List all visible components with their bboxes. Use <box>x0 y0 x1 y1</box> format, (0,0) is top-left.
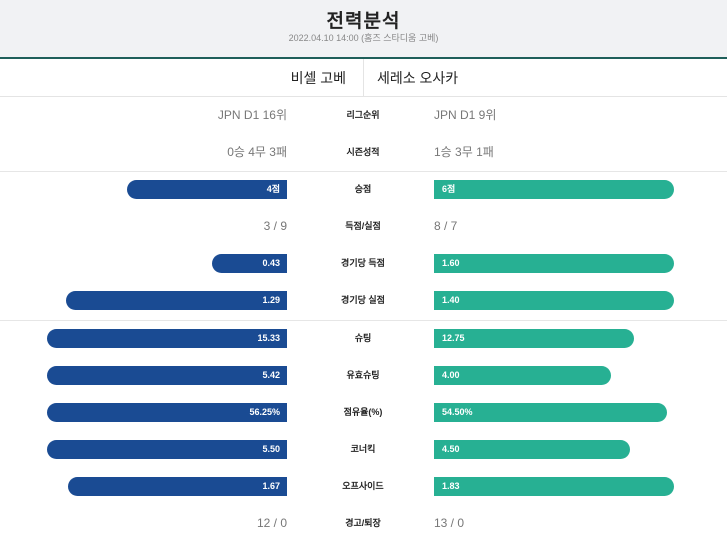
away-corners-bar: 4.50 <box>434 440 630 459</box>
stat-label-possession: 점유율(%) <box>343 407 383 417</box>
stat-row-cards: 12 / 0 경고/퇴장 13 / 0 <box>0 505 727 542</box>
home-goals: 3 / 9 <box>263 219 287 233</box>
home-shots-on-target-value: 5.42 <box>262 370 280 380</box>
away-goals-per-game-bar: 1.60 <box>434 254 674 273</box>
stat-row-goals-per-game: 0.43 경기당 득점 1.60 <box>0 245 727 282</box>
stat-label-season-record: 시즌성적 <box>346 147 380 157</box>
stat-label-points: 승점 <box>354 184 372 194</box>
stat-row-points: 4점 승점 6점 <box>0 171 727 208</box>
home-goals-per-game-bar: 0.43 <box>212 254 287 273</box>
home-league-rank: JPN D1 16위 <box>217 108 287 122</box>
away-goals-per-game-value: 1.60 <box>442 258 460 268</box>
stat-label-goals-per-game: 경기당 득점 <box>341 258 385 268</box>
away-conceded-per-game-value: 1.40 <box>442 295 460 305</box>
stat-row-goals: 3 / 9 득점/실점 8 / 7 <box>0 208 727 245</box>
stat-label-conceded-per-game: 경기당 실점 <box>341 295 385 305</box>
home-points-value: 4점 <box>266 184 280 194</box>
stat-label-league-rank: 리그순위 <box>346 110 380 120</box>
home-possession-bar: 56.25% <box>47 403 287 422</box>
stat-label-cards: 경고/퇴장 <box>345 518 381 528</box>
stat-row-possession: 56.25% 점유율(%) 54.50% <box>0 394 727 431</box>
away-shots-on-target-bar: 4.00 <box>434 366 611 385</box>
header-divider <box>0 57 727 59</box>
stat-row-shots-on-target: 5.42 유효슈팅 4.00 <box>0 357 727 394</box>
away-league-rank: JPN D1 9위 <box>434 108 497 122</box>
home-corners-value: 5.50 <box>262 444 280 454</box>
stat-row-offsides: 1.67 오프사이드 1.83 <box>0 468 727 505</box>
away-shots-value: 12.75 <box>442 333 465 343</box>
away-conceded-per-game-bar: 1.40 <box>434 291 674 310</box>
team-divider <box>363 59 364 97</box>
away-possession-bar: 54.50% <box>434 403 667 422</box>
stat-label-goals: 득점/실점 <box>345 221 381 231</box>
stat-row-season-record: 0승 4무 3패 시즌성적 1승 3무 1패 <box>0 134 727 171</box>
stat-label-offsides: 오프사이드 <box>342 481 384 491</box>
away-possession-value: 54.50% <box>442 407 473 417</box>
away-points-value: 6점 <box>442 184 456 194</box>
home-offsides-value: 1.67 <box>262 481 280 491</box>
away-corners-value: 4.50 <box>442 444 460 454</box>
home-points-bar: 4점 <box>127 180 287 199</box>
away-offsides-value: 1.83 <box>442 481 460 491</box>
home-conceded-per-game-bar: 1.29 <box>66 291 287 310</box>
stat-row-corners: 5.50 코너킥 4.50 <box>0 431 727 468</box>
home-conceded-per-game-value: 1.29 <box>262 295 280 305</box>
section-divider <box>0 320 727 321</box>
stat-label-shots-on-target: 유효슈팅 <box>346 370 380 380</box>
stat-row-shots: 15.33 슈팅 12.75 <box>0 320 727 357</box>
home-offsides-bar: 1.67 <box>68 477 287 496</box>
away-goals: 8 / 7 <box>434 219 458 233</box>
home-team-name[interactable]: 비셀 고베 <box>290 70 346 86</box>
home-shots-value: 15.33 <box>257 333 280 343</box>
home-goals-per-game-value: 0.43 <box>262 258 280 268</box>
match-info: 2022.04.10 14:00 (홈즈 스타디움 고베) <box>288 33 439 43</box>
home-possession-value: 56.25% <box>249 407 280 417</box>
home-shots-bar: 15.33 <box>47 329 287 348</box>
teams-row: 비셀 고베 세레소 오사카 <box>0 59 727 97</box>
home-shots-on-target-bar: 5.42 <box>47 366 287 385</box>
home-cards: 12 / 0 <box>256 516 287 530</box>
away-cards: 13 / 0 <box>434 516 465 530</box>
stat-row-conceded-per-game: 1.29 경기당 실점 1.40 <box>0 282 727 319</box>
home-corners-bar: 5.50 <box>47 440 287 459</box>
page-title: 전력분석 <box>326 11 401 32</box>
stat-label-shots: 슈팅 <box>354 333 372 343</box>
away-season-record: 1승 3무 1패 <box>434 145 494 159</box>
section-divider <box>0 171 727 172</box>
stat-label-corners: 코너킥 <box>350 444 376 454</box>
home-season-record: 0승 4무 3패 <box>227 145 287 159</box>
away-shots-bar: 12.75 <box>434 329 634 348</box>
header: 전력분석 2022.04.10 14:00 (홈즈 스타디움 고베) <box>0 0 727 57</box>
away-team-name[interactable]: 세레소 오사카 <box>377 70 459 86</box>
stat-row-league-rank: JPN D1 16위 리그순위 JPN D1 9위 <box>0 97 727 134</box>
away-shots-on-target-value: 4.00 <box>442 370 460 380</box>
away-offsides-bar: 1.83 <box>434 477 674 496</box>
away-points-bar: 6점 <box>434 180 674 199</box>
